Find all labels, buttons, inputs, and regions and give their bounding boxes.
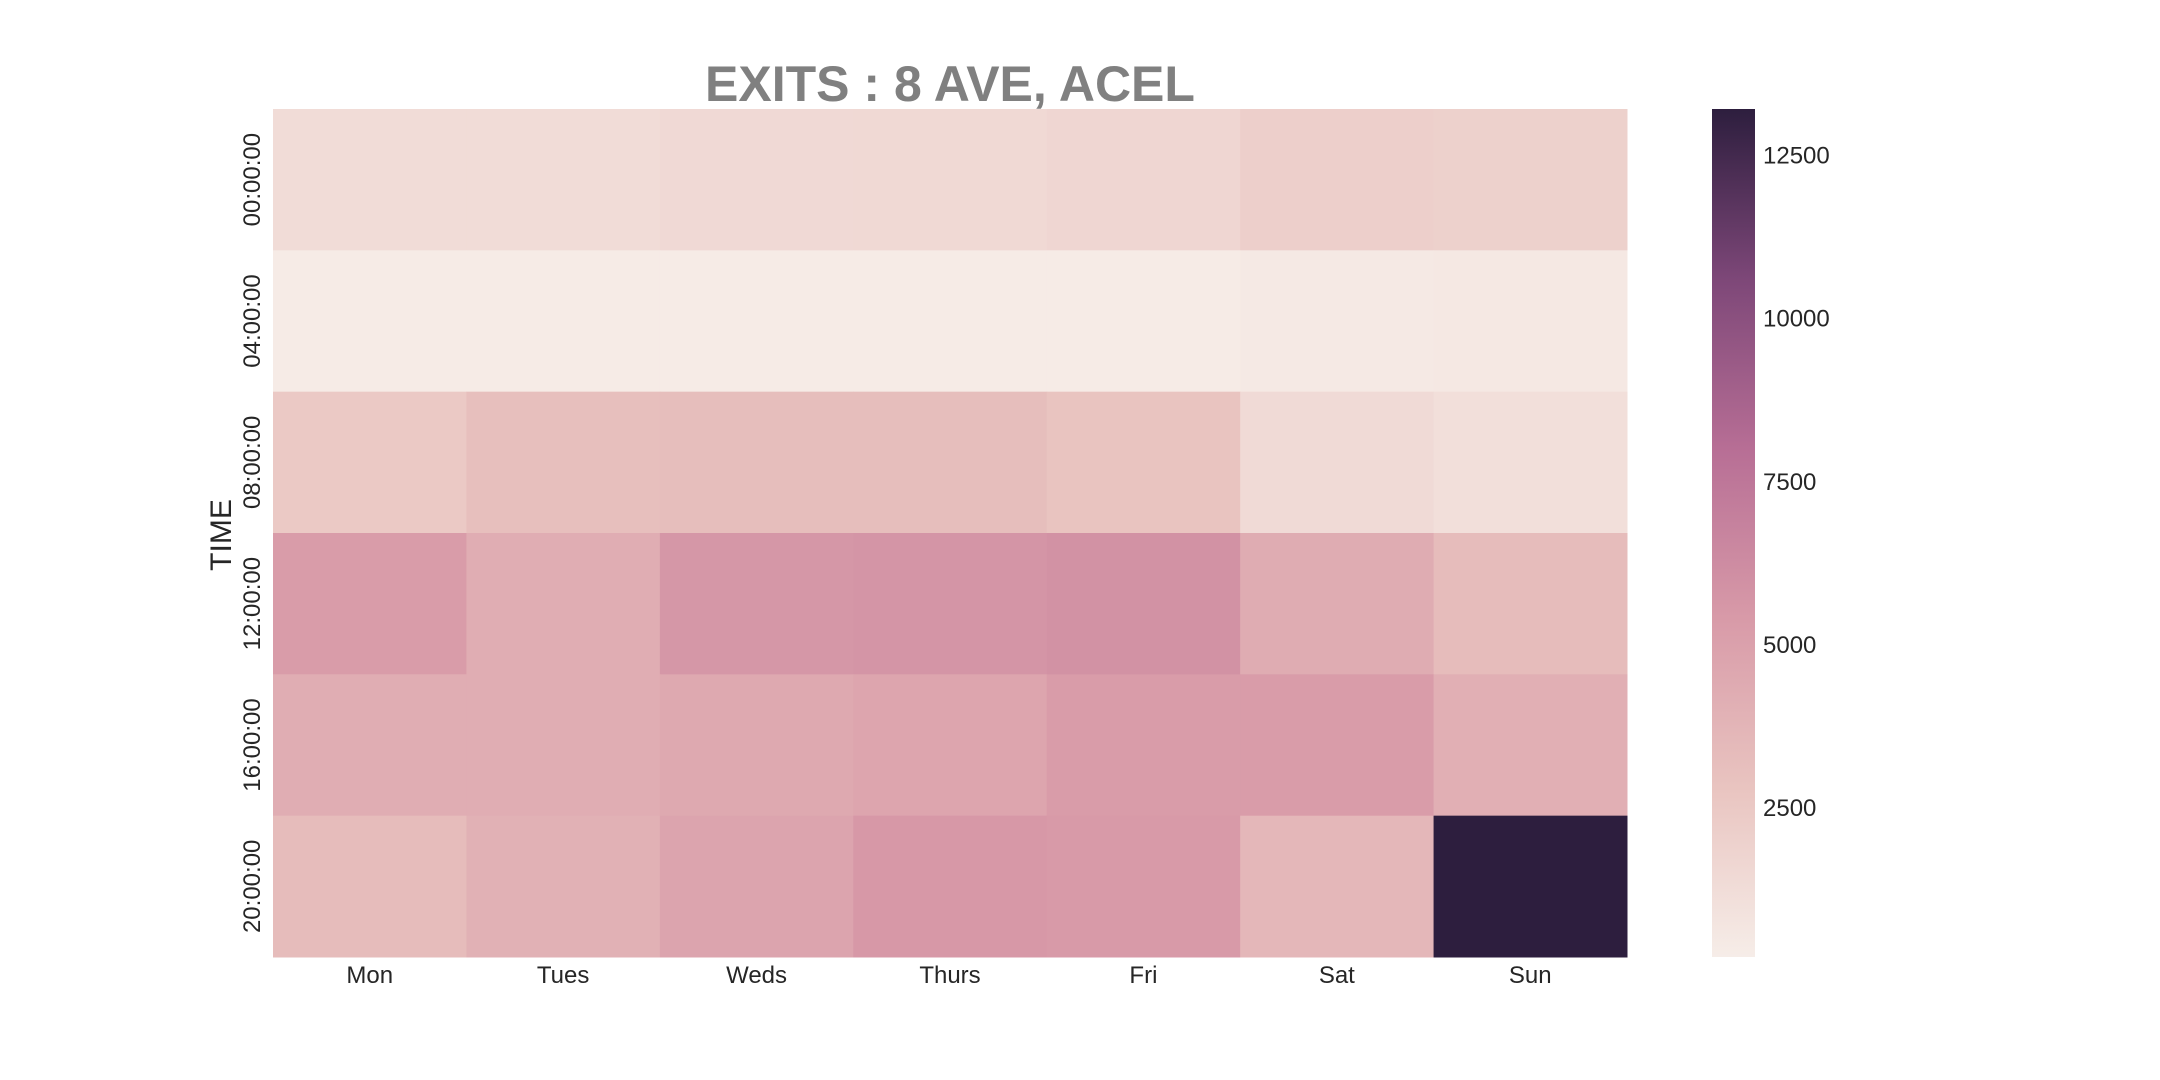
heatmap-cell (1046, 391, 1241, 534)
heatmap-cell (853, 391, 1048, 534)
heatmap-cell (1046, 815, 1241, 958)
heatmap-cell (659, 533, 854, 675)
heatmap-cell (1046, 674, 1241, 817)
x-tick-label: Fri (1129, 962, 1157, 989)
heatmap-cell (273, 250, 467, 393)
x-tick-label: Sat (1319, 962, 1355, 989)
heatmap-cell (659, 674, 854, 817)
heatmap-cell (659, 815, 854, 958)
heatmap-cell (466, 533, 661, 675)
y-axis-label: TIME (205, 499, 238, 571)
heatmap-cell (1433, 815, 1628, 958)
y-tick-label: 20:00:00 (239, 840, 266, 933)
heatmap-cell (1240, 109, 1435, 251)
heatmap-cell (1240, 815, 1435, 958)
heatmap-cell (1046, 533, 1241, 675)
heatmap-cell (1433, 391, 1628, 534)
y-tick-label: 16:00:00 (239, 698, 266, 791)
heatmap-cell (1240, 533, 1435, 675)
y-tick-labels: 00:00:00 04:00:00 08:00:00 12:00:00 16:00:00… (239, 133, 266, 933)
heatmap-cell (273, 815, 467, 958)
heatmap-cell (466, 815, 661, 958)
x-tick-labels: Mon Tues Weds Thurs Fri Sat Sun (346, 962, 1551, 989)
y-tick-label: 08:00:00 (239, 416, 266, 509)
colorbar: 2500 5000 7500 10000 12500 (1712, 109, 1830, 957)
colorbar-gradient (1712, 109, 1755, 957)
heatmap-cell (273, 109, 467, 251)
heatmap-cell (1433, 533, 1628, 675)
colorbar-ticks: 2500 5000 7500 10000 12500 (1763, 143, 1830, 822)
heatmap-cell (853, 533, 1048, 675)
heatmap-cell (466, 391, 661, 534)
colorbar-tick-label: 7500 (1763, 469, 1816, 496)
heatmap-cell (659, 391, 854, 534)
heatmap-cells (273, 109, 1628, 958)
heatmap-cell (853, 815, 1048, 958)
heatmap-cell (273, 391, 467, 534)
heatmap-cell (273, 674, 467, 817)
heatmap-cell (1433, 674, 1628, 817)
x-tick-label: Thurs (919, 962, 980, 989)
colorbar-tick-label: 10000 (1763, 306, 1830, 333)
heatmap-cell (853, 250, 1048, 393)
y-tick-label: 04:00:00 (239, 274, 266, 367)
heatmap-cell (466, 250, 661, 393)
colorbar-tick-label: 12500 (1763, 143, 1830, 170)
heatmap-cell (659, 109, 854, 251)
colorbar-tick-label: 5000 (1763, 632, 1816, 659)
colorbar-tick-label: 2500 (1763, 795, 1816, 822)
heatmap-cell (1240, 250, 1435, 393)
heatmap-cell (853, 674, 1048, 817)
heatmap-cell (466, 674, 661, 817)
heatmap-cell (466, 109, 661, 251)
heatmap-cell (1433, 109, 1628, 251)
heatmap-cell (659, 250, 854, 393)
y-tick-label: 00:00:00 (239, 133, 266, 226)
heatmap-cell (1046, 109, 1241, 251)
heatmap-cell (1433, 250, 1628, 393)
heatmap-cell (1240, 391, 1435, 534)
x-tick-label: Tues (537, 962, 589, 989)
heatmap-cell (273, 533, 467, 675)
x-tick-label: Sun (1509, 962, 1552, 989)
x-tick-label: Weds (726, 962, 787, 989)
chart-title: EXITS : 8 AVE, ACEL (705, 56, 1195, 112)
heatmap-cell (1240, 674, 1435, 817)
heatmap-cell (853, 109, 1048, 251)
heatmap-cell (1046, 250, 1241, 393)
y-tick-label: 12:00:00 (239, 557, 266, 650)
x-tick-label: Mon (346, 962, 393, 989)
